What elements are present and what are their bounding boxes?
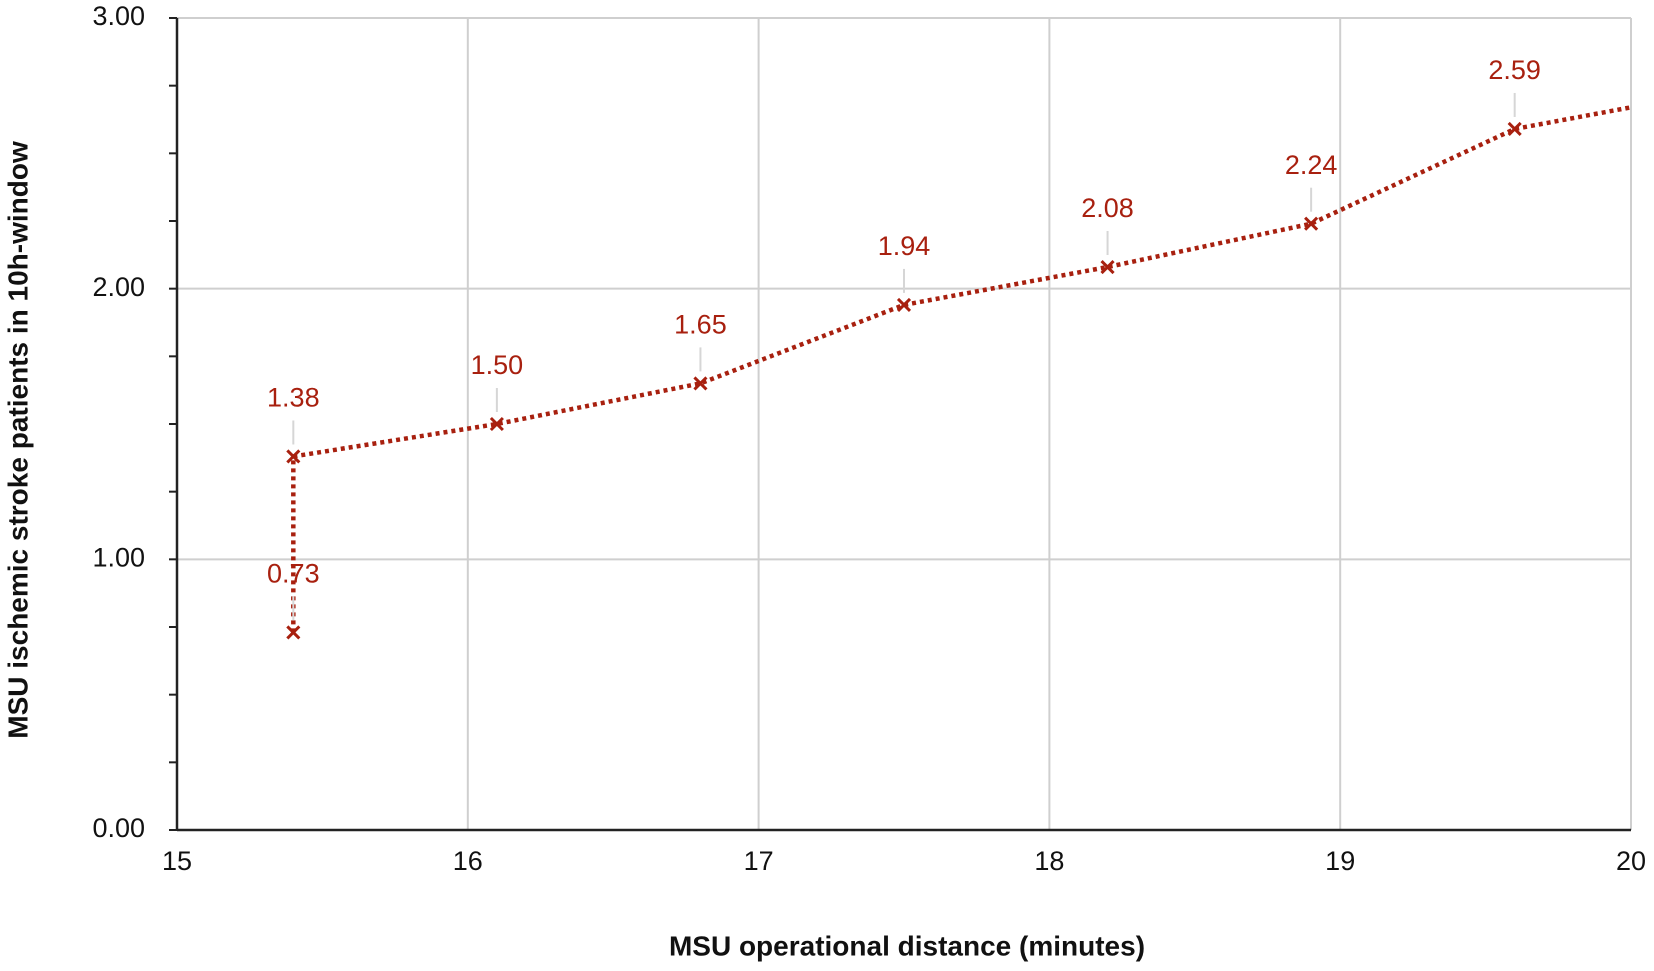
x-tick-label: 15 <box>162 846 192 876</box>
y-tick-label: 2.00 <box>92 272 145 302</box>
data-label: 1.38 <box>267 383 320 413</box>
marker <box>1507 121 1522 137</box>
x-tick-label: 17 <box>744 846 774 876</box>
data-label: 2.08 <box>1081 193 1134 223</box>
data-label: 1.65 <box>674 310 727 340</box>
marker <box>693 376 708 391</box>
marker <box>1100 259 1115 275</box>
y-tick-label: 0.00 <box>92 813 145 843</box>
y-axis-title: MSU ischemic stroke patients in 10h-wind… <box>2 141 33 739</box>
x-tick-label: 20 <box>1616 846 1646 876</box>
marker <box>286 625 301 640</box>
data-label: 1.94 <box>878 231 931 261</box>
data-label: 2.24 <box>1285 150 1338 180</box>
data-label: 1.50 <box>471 350 524 380</box>
marker <box>896 297 912 312</box>
x-tick-label: 19 <box>1325 846 1355 876</box>
data-label: 0.73 <box>267 559 320 589</box>
data-label: 2.59 <box>1488 55 1541 85</box>
x-tick-label: 18 <box>1034 846 1064 876</box>
marker <box>286 449 301 464</box>
x-axis-title: MSU operational distance (minutes) <box>669 930 1145 961</box>
y-tick-label: 3.00 <box>92 1 145 31</box>
y-tick-label: 1.00 <box>92 542 145 572</box>
marker <box>1304 216 1319 231</box>
x-tick-label: 16 <box>453 846 483 876</box>
marker <box>489 416 504 432</box>
